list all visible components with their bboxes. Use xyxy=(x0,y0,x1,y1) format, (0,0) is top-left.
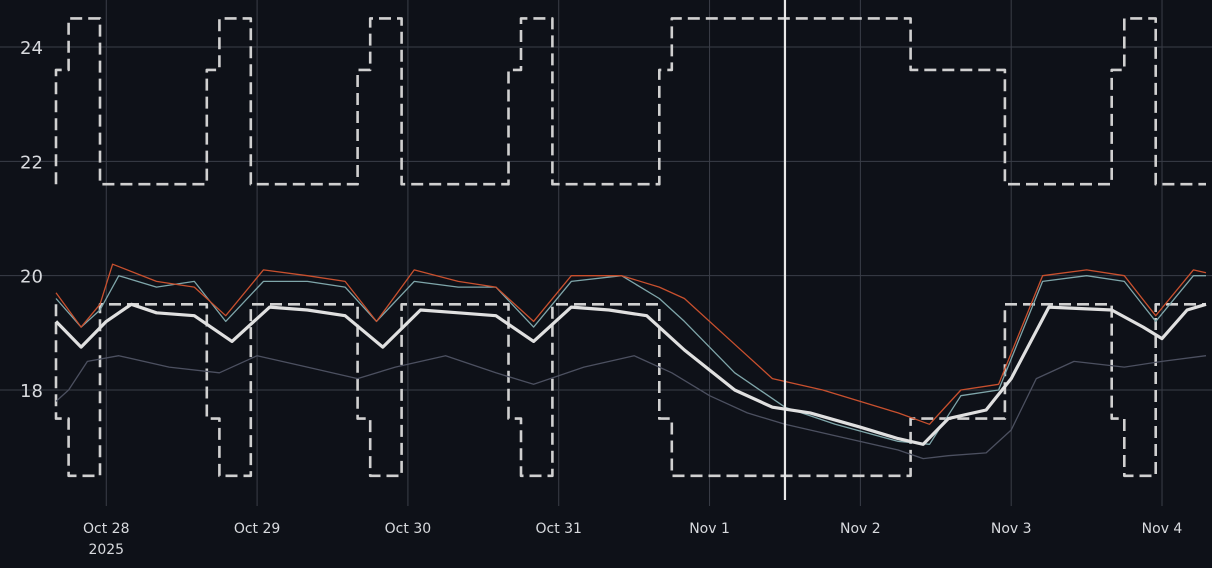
series-layer xyxy=(54,17,1207,478)
y-tick-label: 18 xyxy=(20,381,43,402)
x-tick-label: Nov 1 xyxy=(689,521,730,537)
series-main-temperature xyxy=(54,302,1207,446)
series-teal-temperature xyxy=(55,275,1206,445)
x-tick-label: Oct 31 xyxy=(535,521,581,537)
x-axis: 2025 Oct 28 Oct 29 Oct 30 Oct 31 Nov 1 Nov 2 N… xyxy=(83,500,1182,558)
x-tick-label: Oct 30 xyxy=(385,521,431,537)
x-tick-label: Nov 3 xyxy=(991,521,1032,537)
x-tick-label: Nov 4 xyxy=(1142,521,1183,537)
series-lower-setpoint xyxy=(54,303,1206,478)
y-tick-label: 22 xyxy=(20,152,43,173)
y-axis: 18 20 22 24 xyxy=(20,38,43,402)
y-tick-label: 20 xyxy=(20,267,43,288)
series-orange-temperature xyxy=(55,263,1207,425)
x-tick-label: Oct 29 xyxy=(234,521,280,537)
y-tick-label: 24 xyxy=(20,38,43,59)
series-faint-temperature xyxy=(55,355,1207,460)
x-tick-label: Oct 28 xyxy=(83,521,129,537)
grid xyxy=(0,0,1212,500)
x-axis-year-label: 2025 xyxy=(88,542,124,558)
x-tick-label: Nov 2 xyxy=(840,521,881,537)
